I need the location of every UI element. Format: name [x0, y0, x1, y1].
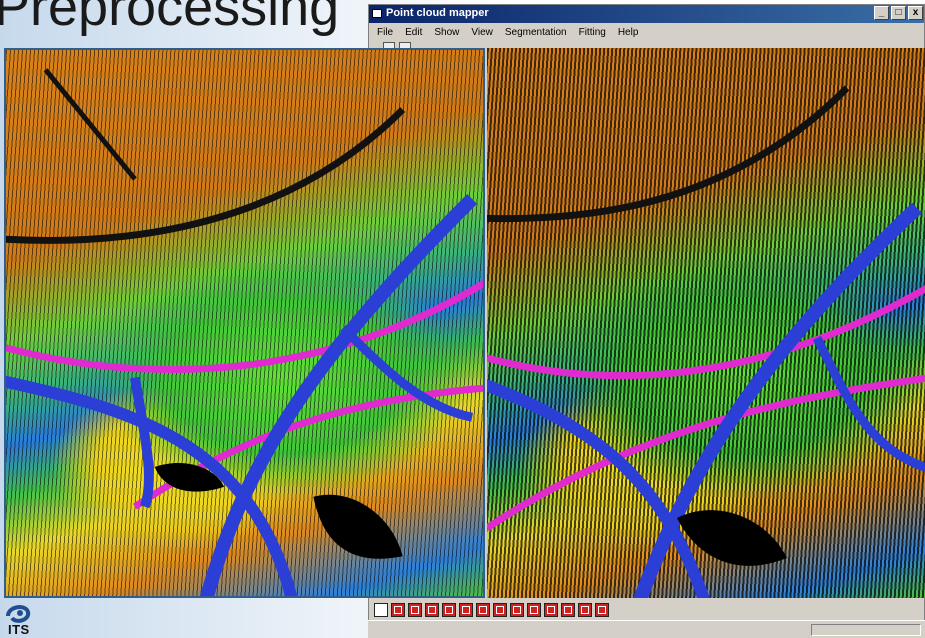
road-edge-line — [6, 107, 406, 244]
segment-tool-8-icon[interactable] — [493, 603, 507, 617]
original-point-cloud-view[interactable] — [4, 48, 485, 598]
ramp-road — [6, 375, 298, 596]
shadow-region — [677, 510, 787, 566]
segment-tool-13-icon[interactable] — [578, 603, 592, 617]
close-button[interactable]: x — [908, 6, 923, 20]
menu-show[interactable]: Show — [434, 26, 460, 38]
status-pane — [811, 624, 921, 636]
minimize-button[interactable]: _ — [874, 6, 889, 20]
window-controls: _ □ x — [874, 6, 923, 20]
road-edge-line — [487, 85, 850, 223]
shadow-region — [313, 494, 403, 559]
segment-tool-6-icon[interactable] — [459, 603, 473, 617]
segment-tool-1-icon[interactable] — [374, 603, 388, 617]
overpass-road-lower — [487, 374, 925, 531]
overpass-road-upper — [487, 285, 925, 380]
segment-tool-12-icon[interactable] — [561, 603, 575, 617]
segmentation-toolbar — [368, 600, 925, 620]
university-logo: ITS — [0, 600, 60, 638]
segment-tool-5-icon[interactable] — [442, 603, 456, 617]
road-overlay-right — [487, 85, 925, 598]
segment-tool-3-icon[interactable] — [408, 603, 422, 617]
logo-mark-icon — [6, 605, 31, 623]
menu-file[interactable]: File — [377, 26, 394, 38]
main-road — [199, 193, 478, 596]
menu-segmentation[interactable]: Segmentation — [504, 26, 567, 38]
loop-road — [130, 376, 154, 509]
segment-tool-14-icon[interactable] — [595, 603, 609, 617]
segment-tool-4-icon[interactable] — [425, 603, 439, 617]
segment-tool-2-icon[interactable] — [391, 603, 405, 617]
slide-title: Preprocessing — [0, 0, 340, 37]
main-road — [633, 202, 922, 598]
processed-point-cloud-view[interactable] — [487, 48, 925, 598]
menu-bar: File Edit Show View Segmentation Fitting… — [369, 24, 924, 40]
overpass-road-upper — [6, 279, 483, 374]
shadow-region-small — [154, 463, 225, 492]
status-bar — [368, 620, 925, 638]
road-overlay-left — [6, 68, 483, 596]
side-road — [340, 324, 474, 422]
maximize-button[interactable]: □ — [891, 6, 906, 20]
ramp-road — [487, 379, 710, 598]
segment-tool-11-icon[interactable] — [544, 603, 558, 617]
side-road — [812, 335, 925, 473]
menu-help[interactable]: Help — [617, 26, 639, 38]
path-line — [43, 68, 137, 181]
segment-tool-7-icon[interactable] — [476, 603, 490, 617]
segment-tool-10-icon[interactable] — [527, 603, 541, 617]
menu-edit[interactable]: Edit — [405, 26, 423, 38]
title-bar[interactable]: Point cloud mapper _ □ x — [369, 5, 924, 23]
logo-text: ITS — [8, 622, 30, 637]
menu-view[interactable]: View — [471, 26, 493, 38]
app-icon — [372, 9, 382, 18]
segment-tool-9-icon[interactable] — [510, 603, 524, 617]
window-title: Point cloud mapper — [386, 7, 489, 19]
menu-fitting[interactable]: Fitting — [578, 26, 606, 38]
